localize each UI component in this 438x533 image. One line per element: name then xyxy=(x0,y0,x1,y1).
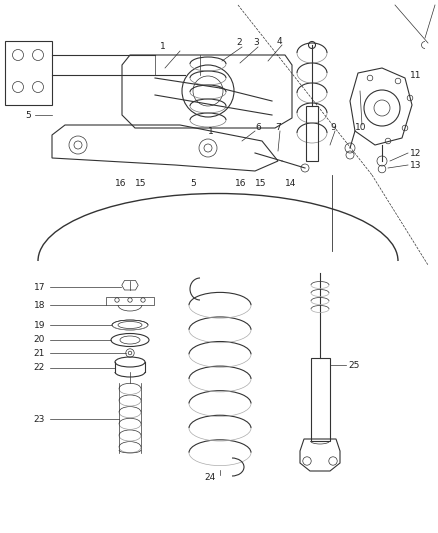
Text: 17: 17 xyxy=(33,282,45,292)
Text: 16: 16 xyxy=(115,179,127,188)
Text: 6: 6 xyxy=(255,124,261,133)
Text: 22: 22 xyxy=(34,364,45,373)
Text: 13: 13 xyxy=(410,160,421,169)
Text: 23: 23 xyxy=(34,415,45,424)
Text: 1: 1 xyxy=(208,126,214,135)
Text: 15: 15 xyxy=(135,179,146,188)
Text: 5: 5 xyxy=(25,110,31,119)
Text: 7: 7 xyxy=(275,124,281,133)
Text: 3: 3 xyxy=(253,38,259,47)
Bar xyxy=(106,297,154,305)
Text: 9: 9 xyxy=(330,124,336,133)
Text: 20: 20 xyxy=(34,335,45,344)
Text: 21: 21 xyxy=(34,349,45,358)
Text: 15: 15 xyxy=(255,179,266,188)
Text: 14: 14 xyxy=(285,179,297,188)
Text: 4: 4 xyxy=(277,36,283,45)
Text: 16: 16 xyxy=(235,179,247,188)
Text: 1: 1 xyxy=(160,43,166,52)
Text: 2: 2 xyxy=(236,38,242,47)
Bar xyxy=(306,106,318,161)
Text: 25: 25 xyxy=(348,360,359,369)
Text: 5: 5 xyxy=(190,179,196,188)
Text: 24: 24 xyxy=(205,473,215,482)
Bar xyxy=(311,358,329,441)
Text: 19: 19 xyxy=(33,320,45,329)
Text: 10: 10 xyxy=(355,124,367,133)
Text: 18: 18 xyxy=(33,301,45,310)
Text: 12: 12 xyxy=(410,149,421,157)
Text: 11: 11 xyxy=(410,70,421,79)
